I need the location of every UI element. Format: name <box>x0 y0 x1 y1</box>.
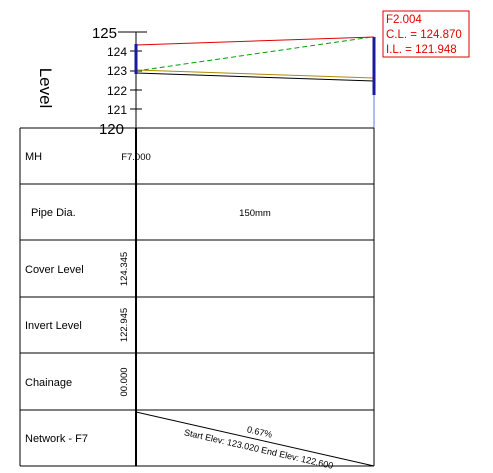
downstream-node-name: F2.004 <box>386 14 422 26</box>
pipe-soffit-line <box>135 69 375 79</box>
level-tick-121: 121 <box>107 103 127 117</box>
level-tick-124: 124 <box>107 45 127 59</box>
level-axis-title: Level <box>36 68 55 109</box>
level-tick-122: 122 <box>107 84 127 98</box>
downstream-node-box <box>382 10 470 58</box>
level-tick-120: 120 <box>99 121 124 138</box>
ground-level-line <box>135 36 375 46</box>
invert-level-value: 122.945 <box>119 308 130 342</box>
hydraulic-grade-line <box>135 36 373 72</box>
level-tick-123: 123 <box>107 64 127 78</box>
chainage-value: 00.000 <box>119 367 130 396</box>
row-label-pipe-dia: Pipe Dia. <box>31 207 76 219</box>
pipe-diameter-value: 150mm <box>239 208 271 219</box>
downstream-cover-level: C.L. = 124.870 <box>386 29 462 41</box>
data-table-grid <box>19 127 375 467</box>
pipe-invert-line <box>135 72 375 82</box>
downstream-invert-level: I.L. = 121.948 <box>386 44 457 56</box>
network-gradient-line <box>135 411 375 467</box>
row-label-network: Network - F7 <box>25 433 88 445</box>
cover-level-value: 124.345 <box>119 252 130 286</box>
mh-node-label: F7.000 <box>121 152 151 163</box>
row-label-invert-level: Invert Level <box>25 320 82 332</box>
row-label-chainage: Chainage <box>25 377 72 389</box>
row-label-mh: MH <box>25 151 42 163</box>
level-tick-125: 125 <box>92 25 117 42</box>
row-label-cover-level: Cover Level <box>25 264 84 276</box>
